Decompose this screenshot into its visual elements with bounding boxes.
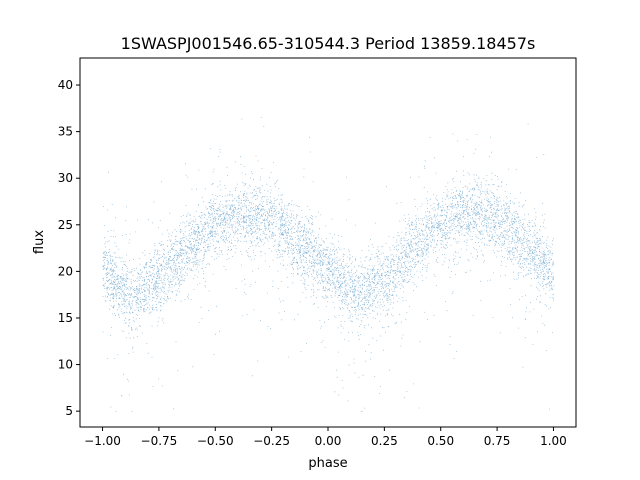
- x-tick-label: 0.00: [315, 434, 342, 448]
- data-points: [102, 117, 555, 412]
- x-tick-label: 1.00: [540, 434, 567, 448]
- y-tick-label: 25: [58, 218, 73, 232]
- x-axis-label: phase: [308, 456, 347, 471]
- x-tick-label: 0.25: [371, 434, 398, 448]
- chart-title: 1SWASPJ001546.65-310544.3 Period 13859.1…: [121, 34, 536, 53]
- x-axis: −1.00 −0.75 −0.50 −0.25 0.00 0.25 0.50 0.75 1.00: [84, 427, 567, 448]
- y-axis-label: flux: [32, 230, 47, 254]
- y-tick-label: 15: [58, 311, 73, 325]
- y-axis: 5 10 15 20 25 30 35 40: [58, 78, 80, 418]
- x-tick-label: −0.25: [253, 434, 290, 448]
- y-tick-label: 20: [58, 264, 73, 278]
- x-tick-label: −1.00: [84, 434, 121, 448]
- y-tick-label: 5: [65, 404, 73, 418]
- scatter-point-cloud: [102, 117, 555, 412]
- x-tick-label: −0.75: [141, 434, 178, 448]
- x-tick-label: 0.75: [484, 434, 511, 448]
- y-tick-label: 35: [58, 125, 73, 139]
- x-tick-label: −0.50: [197, 434, 234, 448]
- y-tick-label: 10: [58, 358, 73, 372]
- plot-frame: [79, 57, 577, 428]
- x-tick-label: 0.50: [427, 434, 454, 448]
- y-tick-label: 30: [58, 171, 73, 185]
- y-tick-label: 40: [58, 78, 73, 92]
